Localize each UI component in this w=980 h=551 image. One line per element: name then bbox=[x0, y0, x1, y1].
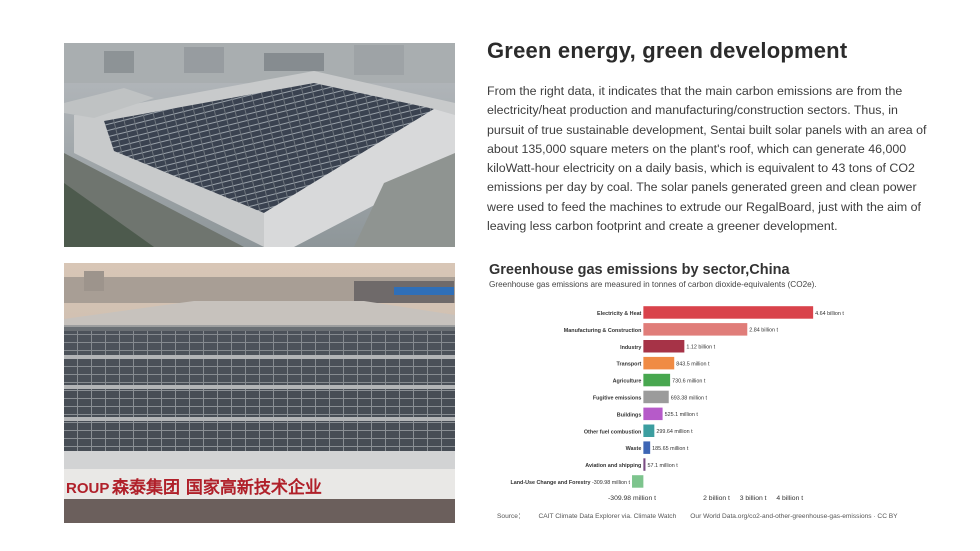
factory-aerial-photo bbox=[64, 43, 455, 247]
value-label-10: -309.98 million t bbox=[592, 480, 631, 486]
x-tick-label-3: 4 billion t bbox=[776, 495, 803, 502]
category-label-9: Aviation and shipping bbox=[585, 463, 641, 469]
value-label-7: 299.64 million t bbox=[656, 429, 693, 435]
category-label-1: Manufacturing & Construction bbox=[564, 328, 642, 334]
solar-roof-illustration: ROUP 森泰集团 国家高新技术企业 bbox=[64, 263, 455, 523]
x-tick-label-1: 2 billion t bbox=[703, 495, 730, 502]
chart-title: Greenhouse gas emissions by sector,China bbox=[489, 262, 790, 278]
category-label-0: Electricity & Heat bbox=[597, 311, 642, 317]
category-label-4: Agriculture bbox=[613, 379, 642, 385]
source-label: Source： bbox=[497, 513, 525, 520]
bar-0 bbox=[643, 306, 813, 319]
source-text-cait: CAIT Climate Data Explorer via. Climate … bbox=[539, 513, 677, 520]
factory-roof-sign-photo: ROUP 森泰集团 国家高新技术企业 bbox=[64, 263, 455, 523]
sign-text-latin: ROUP bbox=[66, 480, 109, 497]
value-label-6: 525.1 million t bbox=[665, 412, 699, 418]
bar-5 bbox=[643, 391, 668, 404]
bar-6 bbox=[643, 408, 662, 421]
category-label-8: Waste bbox=[626, 446, 642, 452]
value-label-2: 1.12 billion t bbox=[686, 345, 715, 351]
category-label-2: Industry bbox=[620, 345, 641, 351]
source-line: Source： CAIT Climate Data Explorer via. C… bbox=[497, 510, 912, 520]
x-tick-label-0: -309.98 million t bbox=[608, 495, 656, 502]
value-label-4: 730.6 million t bbox=[672, 378, 706, 384]
bar-8 bbox=[643, 441, 650, 454]
bar-1 bbox=[643, 323, 747, 336]
bar-10 bbox=[632, 475, 643, 488]
page-title: Green energy, green development bbox=[487, 38, 847, 64]
emissions-bar-chart: Electricity & Heat 4.64 billion t Manufact… bbox=[489, 296, 889, 508]
value-label-5: 693.38 million t bbox=[671, 395, 708, 401]
category-label-6: Buildings bbox=[617, 412, 642, 418]
value-label-0: 4.64 billion t bbox=[815, 311, 844, 317]
body-paragraph: From the right data, it indicates that t… bbox=[487, 82, 927, 236]
category-label-5: Fugitive emissions bbox=[593, 395, 642, 401]
bar-3 bbox=[643, 357, 674, 370]
value-label-8: 185.65 million t bbox=[652, 446, 689, 452]
category-label-10: Land-Use Change and Forestry -309.98 mil… bbox=[510, 480, 630, 486]
bar-4 bbox=[643, 374, 670, 387]
bar-7 bbox=[643, 425, 654, 438]
value-label-9: 57.1 million t bbox=[647, 463, 678, 469]
factory-aerial-illustration bbox=[64, 43, 455, 247]
source-text-owid: Our World Data.org/co2-and-other-greenho… bbox=[690, 513, 897, 520]
sign-text-cjk: 森泰集团 国家高新技术企业 bbox=[112, 477, 322, 498]
bar-2 bbox=[643, 340, 684, 353]
category-label-7: Other fuel combustion bbox=[584, 429, 642, 435]
category-label-3: Transport bbox=[616, 362, 641, 368]
value-label-1: 2.84 billion t bbox=[749, 328, 778, 334]
x-tick-label-2: 3 billion t bbox=[740, 495, 767, 502]
value-label-3: 843.5 million t bbox=[676, 361, 710, 367]
bar-9 bbox=[643, 458, 645, 471]
chart-subtitle: Greenhouse gas emissions are measured in… bbox=[489, 280, 817, 289]
